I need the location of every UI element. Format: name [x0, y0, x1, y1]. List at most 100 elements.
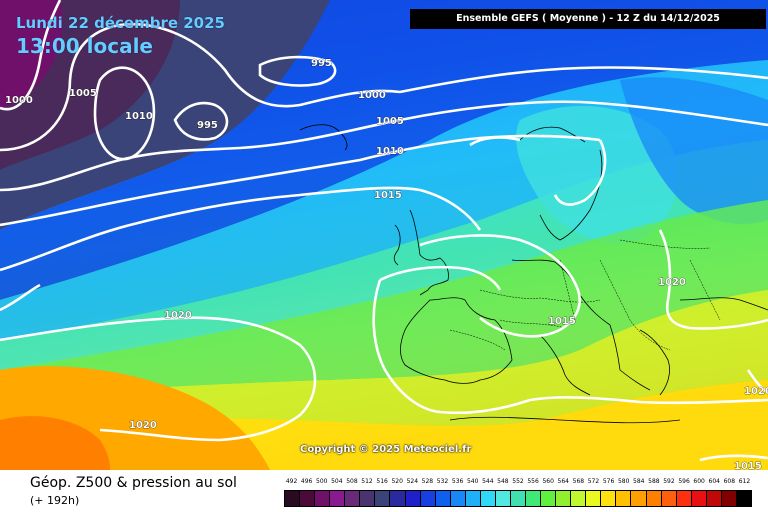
color-scale-swatch — [526, 491, 542, 506]
isobar-labels: 995 995 1000 1000 1005 1005 1010 1010 10… — [5, 58, 768, 470]
color-scale-label: 492 — [285, 478, 298, 485]
color-scale-swatch — [691, 491, 707, 506]
isobar-line — [553, 139, 607, 206]
model-run-banner: Ensemble GEFS ( Moyenne ) - 12 Z du 14/1… — [410, 9, 766, 29]
color-scale-swatch — [616, 491, 632, 506]
color-scale-swatch — [405, 491, 421, 506]
color-scale-label: 592 — [663, 478, 675, 485]
isobar-line — [0, 100, 768, 192]
color-scale-label: 604 — [708, 478, 720, 485]
field-title: Géop. Z500 & pression au sol — [30, 475, 237, 491]
isobar-line — [0, 186, 482, 272]
color-scale-label: 584 — [633, 478, 645, 485]
isobar-label: 1020 — [744, 386, 768, 397]
green-band — [0, 200, 768, 400]
color-scale-label: 568 — [572, 478, 585, 485]
isobar-line — [419, 234, 581, 338]
isobar-label: 1020 — [129, 420, 157, 431]
color-scale-swatch — [646, 491, 662, 506]
color-scale-swatch — [556, 491, 572, 506]
color-scale-label: 576 — [602, 478, 615, 485]
color-scale-labels: 492 496 500 504 508 512 516 520 524 528 532 536 540 5… — [284, 478, 752, 488]
color-scale-swatch — [345, 491, 361, 506]
color-scale-swatch — [631, 491, 647, 506]
color-scale-swatch — [586, 491, 602, 506]
isobar-label: 1015 — [734, 461, 762, 470]
color-scale-swatch — [300, 491, 316, 506]
isobar-line — [746, 369, 768, 394]
color-scale-swatch — [721, 491, 737, 506]
color-scale-label: 552 — [512, 478, 524, 485]
color-scale-label: 544 — [482, 478, 494, 485]
color-scale-swatch — [360, 491, 376, 506]
color-scale-label: 508 — [346, 478, 358, 485]
legend-panel: Géop. Z500 & pression au sol (+ 192h) 49… — [0, 470, 768, 512]
color-scale-label: 580 — [617, 478, 630, 485]
color-scale-label: 556 — [527, 478, 539, 485]
isobar-line — [379, 265, 502, 291]
isobar-line — [0, 316, 317, 442]
scandinavia-cyan-area — [516, 106, 678, 243]
color-scale-label: 504 — [331, 478, 343, 485]
isobar-label: 1010 — [376, 146, 404, 157]
orange-high-core — [0, 416, 110, 470]
color-scale-label: 600 — [693, 478, 705, 485]
color-scale-swatch — [571, 491, 587, 506]
low-core-center — [0, 0, 63, 110]
color-scale-swatch — [510, 491, 526, 506]
color-scale-swatch — [541, 491, 557, 506]
color-scale-label: 532 — [436, 478, 449, 485]
yellow-green-band — [0, 290, 768, 430]
color-scale-label: 564 — [557, 478, 569, 485]
east-blue-area — [620, 77, 768, 224]
color-scale-bar — [284, 490, 752, 507]
isobar-label: 1005 — [69, 88, 97, 99]
isobars — [0, 0, 768, 460]
blue-band — [0, 0, 768, 300]
isobar-label: 1020 — [658, 277, 686, 288]
copyright-notice: Copyright © 2025 Meteociel.fr — [300, 444, 472, 455]
forecast-local-time: 13:00 locale — [16, 34, 153, 58]
color-scale-swatch — [435, 491, 451, 506]
color-scale-swatch — [390, 491, 406, 506]
isobar-line — [258, 55, 337, 87]
color-scale-label: 520 — [391, 478, 403, 485]
color-scale-swatch — [315, 491, 331, 506]
color-scale-label: 612 — [738, 478, 751, 485]
lead-time: (+ 192h) — [30, 494, 80, 507]
color-scale-label: 512 — [361, 478, 373, 485]
color-scale-swatch — [661, 491, 677, 506]
color-scale-label: 500 — [316, 478, 328, 485]
isobar-label: 995 — [197, 120, 218, 131]
isobar-line — [173, 101, 229, 141]
isobar-line — [399, 66, 768, 94]
pressure-map: 995 995 1000 1000 1005 1005 1010 1010 10… — [0, 0, 768, 470]
isobar-line — [699, 454, 768, 462]
isobar-line — [0, 22, 401, 152]
color-scale-label: 588 — [648, 478, 660, 485]
color-scale-swatch — [601, 491, 617, 506]
color-scale-label: 536 — [451, 478, 464, 485]
isobar-label: 1015 — [374, 190, 402, 201]
isobar-line — [372, 279, 768, 415]
color-scale-swatch — [495, 491, 511, 506]
isobar-line — [469, 136, 521, 147]
color-scale-swatch — [285, 491, 301, 506]
color-scale-swatch — [375, 491, 391, 506]
color-scale-swatch — [736, 491, 751, 506]
color-scale-swatch — [420, 491, 436, 506]
color-scale-swatch — [450, 491, 466, 506]
isobar-label: 995 — [311, 58, 332, 69]
color-scale-label: 540 — [466, 478, 479, 485]
isobar-line — [658, 229, 768, 330]
isobar-label: 1020 — [164, 310, 192, 321]
color-scale-label: 524 — [406, 478, 419, 485]
isobar-label: 1005 — [376, 116, 404, 127]
color-scale-label: 572 — [587, 478, 600, 485]
color-scale-swatch — [676, 491, 692, 506]
color-scale-label: 608 — [723, 478, 736, 485]
color-scale-swatch — [480, 491, 496, 506]
color-scale-label: 548 — [497, 478, 509, 485]
isobar-label: 1000 — [358, 90, 386, 101]
